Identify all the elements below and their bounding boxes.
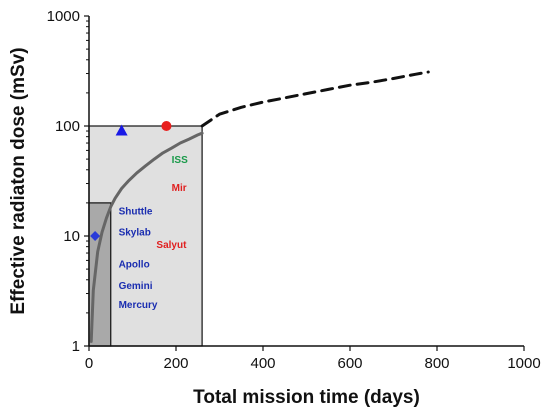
y-tick-label: 100 (55, 118, 80, 135)
accumulated-dose-line (89, 131, 204, 343)
annotation-salyut: Salyut (156, 240, 187, 251)
annotation-mir: Mir (172, 183, 187, 194)
annotation-skylab: Skylab (119, 227, 151, 238)
x-tick-label: 800 (424, 355, 449, 372)
y-tick-label: 10 (63, 228, 80, 245)
triangle-marker (115, 124, 128, 136)
x-tick-label: 0 (85, 355, 93, 372)
mission-regions (88, 125, 203, 347)
x-axis-title: Total mission time (days) (193, 387, 420, 408)
annotation-apollo: Apollo (119, 260, 150, 271)
x-tick-label: 200 (163, 355, 188, 372)
x-tick-label: 400 (250, 355, 275, 372)
y-tick-label: 1 (72, 338, 80, 355)
annotation-mercury: Mercury (119, 300, 158, 311)
y-tick-label: 1000 (47, 8, 80, 25)
diamond-marker (90, 231, 101, 241)
annotation-shuttle: Shuttle (119, 207, 153, 218)
dose-series (89, 70, 430, 343)
axes (88, 16, 524, 347)
data-markers (90, 121, 172, 241)
tick-marks: 0 200 400 600 800 1000 1 10 100 1000 (47, 8, 541, 372)
circle-marker (161, 121, 172, 131)
program-annotations: ISS Mir Shuttle Skylab Salyut Apollo Gemini Mer… (119, 155, 189, 311)
projected-dose-line (200, 70, 430, 128)
x-tick-label: 600 (337, 355, 362, 372)
y-axis-title: Effective radiaton dose (mSv) (8, 47, 29, 314)
x-tick-label: 1000 (507, 355, 540, 372)
annotation-iss: ISS (172, 155, 188, 166)
annotation-gemini: Gemini (119, 281, 153, 292)
